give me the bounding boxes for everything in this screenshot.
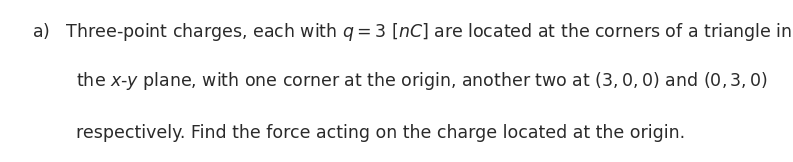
Text: a)   Three-point charges, each with $q = 3\ [nC]$ are located at the corners of : a) Three-point charges, each with $q = 3… — [32, 21, 792, 43]
Text: the $x$-$y$ plane, with one corner at the origin, another two at $(3,0,0)$ and $: the $x$-$y$ plane, with one corner at th… — [32, 70, 768, 92]
Text: respectively. Find the force acting on the charge located at the origin.: respectively. Find the force acting on t… — [32, 124, 685, 142]
